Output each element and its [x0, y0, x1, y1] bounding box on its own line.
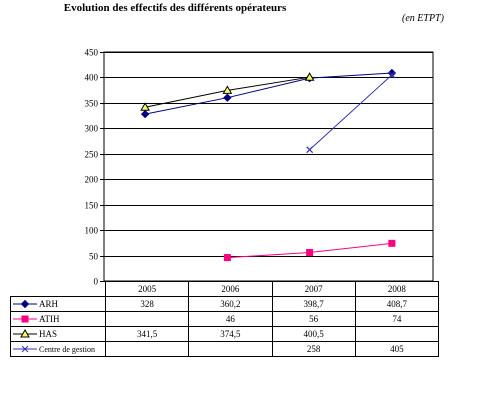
- y-tick-label: 0: [94, 277, 99, 286]
- line-chart: 0 50 100 150 200 250 300 350 400 450: [85, 48, 434, 286]
- legend-entry-centre-de-gestion: Centre de gestion: [10, 341, 106, 357]
- legend-entry-atih: ATIH: [10, 311, 106, 327]
- y-tick-label: 350: [85, 99, 99, 109]
- data-label: 56: [271, 311, 356, 327]
- x-tick-label: 2006: [188, 281, 273, 297]
- table-row: ATIH 46 56 74: [10, 311, 440, 327]
- table-header-row: 2005 2006 2007 2008: [10, 281, 440, 297]
- legend-label: Centre de gestion: [39, 344, 95, 354]
- data-point-atih: [223, 254, 231, 262]
- legend-label: ATIH: [39, 313, 60, 324]
- data-label: 408,7: [354, 296, 440, 312]
- data-point-atih: [306, 249, 314, 257]
- data-label: [104, 311, 190, 327]
- x-tick-label: 2008: [354, 281, 440, 297]
- y-tick-label: 200: [85, 175, 99, 185]
- data-point-has: [222, 85, 233, 94]
- x-tick-label: 2007: [271, 281, 356, 297]
- y-tick-label: 400: [85, 73, 99, 83]
- data-label: 258: [271, 341, 356, 357]
- legend-label: HAS: [39, 328, 58, 339]
- data-label: 400,5: [271, 326, 356, 342]
- y-tick-label: 300: [85, 124, 99, 134]
- x-tick-label: 2005: [104, 281, 190, 297]
- table-row: HAS 341,5 374,5 400,5: [10, 326, 440, 342]
- series-line-arh: [145, 72, 392, 115]
- table-row: Centre de gestion 258 405: [10, 341, 440, 357]
- data-label: [104, 341, 190, 357]
- y-tick-label: 100: [85, 226, 99, 236]
- y-tick-label: 250: [85, 150, 99, 160]
- data-label: 46: [188, 311, 273, 327]
- data-label: 341,5: [104, 326, 190, 342]
- legend-key-atih: [11, 314, 39, 324]
- unit-label: (en ETPT): [402, 13, 444, 24]
- data-table: 2005 2006 2007 2008 ARH 328 360,2 398,7 408,7 ATI…: [10, 281, 440, 357]
- series-line-centre-de-gestion: [309, 74, 393, 151]
- legend-key-has: [11, 329, 39, 339]
- plot-area: [103, 51, 434, 282]
- legend-entry-has: HAS: [10, 326, 106, 342]
- data-label: 328: [104, 296, 190, 312]
- y-tick-label: 50: [89, 252, 99, 262]
- data-point-arh: [140, 109, 150, 119]
- legend-label: ARH: [39, 298, 59, 309]
- data-point-has: [304, 72, 315, 81]
- data-point-atih: [388, 239, 396, 247]
- data-label: 360,2: [188, 296, 273, 312]
- data-point-arh: [223, 93, 232, 102]
- data-label: 374,5: [188, 326, 273, 342]
- data-label: 74: [354, 311, 440, 327]
- table-row: ARH 328 360,2 398,7 408,7: [10, 296, 440, 312]
- data-label: [188, 341, 273, 357]
- data-label: 398,7: [271, 296, 356, 312]
- y-tick-label: 150: [85, 201, 99, 211]
- data-point-has: [140, 102, 150, 111]
- data-point-centre-de-gestion: [388, 71, 396, 79]
- data-label: 405: [354, 341, 440, 357]
- legend-key-centre-de-gestion: [11, 344, 39, 354]
- y-tick-label: 450: [85, 48, 99, 58]
- chart-title: Evolution des effectifs des différents o…: [63, 2, 287, 14]
- table-corner: [10, 281, 106, 297]
- legend-entry-arh: ARH: [10, 296, 106, 312]
- data-label: [354, 326, 440, 342]
- data-point-centre-de-gestion: [306, 146, 314, 154]
- legend-key-arh: [11, 299, 39, 309]
